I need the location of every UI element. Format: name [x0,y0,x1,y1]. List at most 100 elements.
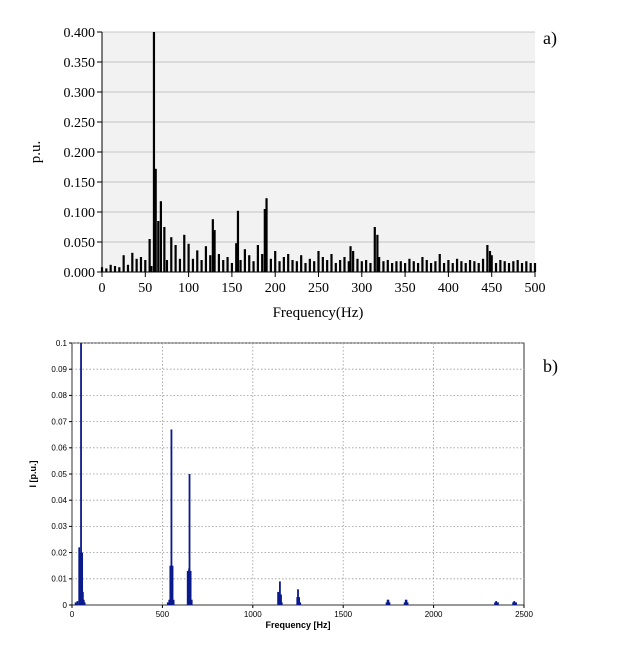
chart-a-bar [382,261,385,272]
chart-a-bar [434,261,437,272]
chart-a-bar [152,32,156,272]
chart-a-bar [399,261,402,272]
chart-b-y-tick-label: 0.09 [51,365,67,374]
chart-b-bar [494,602,496,605]
chart-a-bar [404,263,407,272]
chart-a-bar [252,261,255,272]
chart-a-bar [157,221,160,272]
chart-a-bar [520,263,524,272]
chart-a-bar [421,257,424,272]
chart-b-y-tick-label: 0.05 [51,470,67,479]
chart-a-y-ticks: 0.000 0.050 0.100 0.150 0.200 0.250 0.300 0.350… [64,26,102,281]
chart-a-y-tick-label: 0.400 [64,26,96,41]
chart-a-bar [473,261,476,272]
chart-a-bar [265,198,268,272]
chart-b-bar [172,599,175,605]
chart-a-bar [148,239,151,272]
chart-b-bar [170,429,173,605]
chart-b-bar [515,602,517,605]
chart-b-x-tick-label: 1000 [244,610,262,619]
chart-a-bar [122,255,125,272]
chart-a-y-tick-label: 0.100 [64,206,96,221]
chart-a-bar [490,255,493,272]
chart-b-bar [76,601,79,605]
chart-a-bar [183,234,186,272]
chart-a-bar [369,263,372,272]
chart-b-bar [388,602,391,605]
chart-b-y-tick-label: 0.01 [51,575,67,584]
chart-b-x-tick-label: 0 [70,610,75,619]
chart-a-bar [352,251,355,272]
chart-a-bar [109,264,112,272]
chart-b-x-label: Frequency [Hz] [265,620,330,630]
chart-a-bar [481,258,485,272]
chart-b-gridlines [72,342,524,605]
chart-a-x-tick-label: 300 [351,281,372,296]
chart-b-bar [279,581,281,605]
chart-a-bar [243,249,246,272]
chart-a-bar [165,260,169,272]
chart-a-bar [516,260,519,272]
chart-b-plot-area [71,342,525,606]
chart-b-bar [406,602,409,605]
chart-a-x-tick-label: 450 [481,281,502,296]
chart-b-x-tick-label: 2000 [425,610,443,619]
chart-b-y-tick-label: 0.08 [51,391,67,400]
chart-a-bar [174,245,177,272]
chart-b-bar [188,474,191,605]
chart-a-x-ticks: 0 50 100 150 200 250 300 350 400 450 500 [99,272,546,296]
chart-a-bar [416,263,420,272]
chart-a-bar [438,254,441,272]
chart-a-x-tick-label: 100 [178,281,199,296]
chart-a-bar [468,260,472,272]
chart-b-x-ticks: 0 500 1000 1500 2000 2500 [70,605,533,619]
chart-b-bar [403,602,406,605]
chart-a-bar [408,258,411,272]
chart-a-bar [200,260,203,272]
chart-a-bar [360,261,363,272]
chart-a-bar [191,258,195,272]
chart-a-bar [373,227,376,272]
chart-a-bar [378,257,381,272]
chart-b-bar [190,599,193,605]
chart-a-bar [135,258,138,272]
chart-a-bar [499,260,502,272]
chart-a-bar [321,257,324,272]
chart-a-bar [442,263,446,272]
chart-a-bar [343,257,346,272]
chart-a-bar [105,268,108,272]
chart-a-bar [349,246,352,272]
chart-a-bar [163,227,166,272]
chart-a-bar [256,245,259,272]
chart-b-bar [298,597,300,605]
chart-a-bar [512,261,515,272]
chart-b-y-tick-label: 0 [63,601,68,610]
chart-b-x-tick-label: 1500 [334,610,352,619]
chart-a-x-tick-label: 200 [265,281,286,296]
chart-a-bar [464,263,467,272]
chart-a-bar [211,219,214,272]
chart-a-bar [144,260,147,272]
chart-a-bar [395,261,398,272]
chart-a-bar [159,201,162,272]
chart-b-y-tick-label: 0.02 [51,548,67,557]
chart-b-y-ticks: 0 0.01 0.02 0.03 0.04 0.05 0.06 0.07 0.08 0.09 0.1 [51,339,72,610]
chart-a-bar [287,254,290,272]
chart-a-bar [282,257,285,272]
chart-b-bar [171,565,174,605]
chart-a: 0.000 0.050 0.100 0.150 0.200 0.250 0.300 0.350… [28,26,557,321]
chart-b-bar [512,602,515,605]
chart-a-y-tick-label: 0.350 [64,56,96,71]
chart-a-x-tick-label: 0 [99,281,106,296]
chart-a-bar [386,260,389,272]
chart-b-bar [166,602,169,605]
chart-a-bar [339,260,342,272]
chart-a-bars [100,32,537,272]
chart-a-bar [113,266,117,272]
chart-a-bar [300,255,303,272]
chart-a-bar [274,251,277,272]
chart-a-bar [269,258,272,272]
chart-a-bar [178,258,182,272]
chart-a-bar [226,257,229,272]
chart-b-panel-label: b) [543,356,558,377]
